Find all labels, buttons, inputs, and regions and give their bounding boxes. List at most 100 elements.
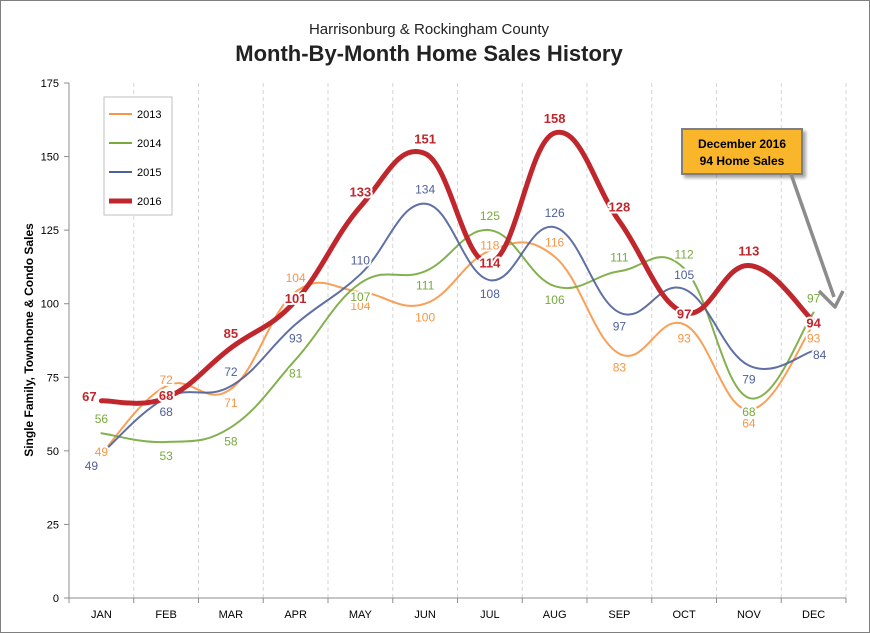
- data-label-2016: 85: [224, 326, 238, 341]
- data-label-halo: 49: [95, 445, 109, 459]
- legend-label-2013: 2013: [137, 109, 161, 121]
- x-tick-label: DEC: [802, 609, 825, 621]
- data-label-2016: 128: [609, 199, 631, 214]
- data-label-halo: 93: [289, 331, 303, 345]
- data-label-halo: 108: [480, 287, 500, 301]
- data-label-2016: 101: [285, 291, 307, 306]
- data-label-halo: 53: [159, 449, 173, 463]
- data-label-halo: 79: [742, 373, 756, 387]
- data-label-halo: 56: [95, 412, 109, 426]
- x-tick-label: AUG: [543, 609, 567, 621]
- data-label-halo: 72: [224, 365, 238, 379]
- data-label-2015: 68: [159, 405, 173, 419]
- data-label-2013: 118: [480, 239, 499, 253]
- data-label-halo: 128: [609, 199, 631, 214]
- x-tick-label: APR: [284, 609, 307, 621]
- data-label-2013: 49: [95, 445, 109, 459]
- legend: 2013 2014 2015 2016: [103, 96, 173, 216]
- data-label-halo: 85: [224, 326, 238, 341]
- data-label-halo: 68: [159, 405, 173, 419]
- data-label-2013: 104: [286, 271, 306, 285]
- data-label-halo: 116: [545, 236, 564, 250]
- data-label-halo: 113: [738, 243, 759, 258]
- y-tick-label: 125: [41, 225, 59, 237]
- y-tick-label: 75: [47, 372, 59, 384]
- data-label-2015: 105: [674, 268, 694, 282]
- data-label-2014: 53: [159, 449, 173, 463]
- data-label-halo: 134: [415, 183, 435, 197]
- data-label-2014: 68: [742, 405, 756, 419]
- y-tick-label: 100: [41, 299, 59, 311]
- x-tick-label: FEB: [155, 609, 176, 621]
- callout-box: [681, 128, 803, 175]
- data-label-2016: 151: [414, 132, 436, 147]
- series-lines: [98, 129, 817, 455]
- data-label-halo: 97: [613, 320, 627, 334]
- data-label-2015: 79: [742, 373, 756, 387]
- data-label-halo: 107: [350, 290, 370, 304]
- data-label-halo: 68: [742, 405, 756, 419]
- data-label-2013: 100: [415, 311, 435, 325]
- data-label-halo: 64: [742, 417, 756, 431]
- data-label-2014: 81: [289, 367, 303, 381]
- data-label-halo: 68: [159, 388, 173, 403]
- data-label-halo: 93: [807, 331, 821, 345]
- data-label-halo: 67: [82, 389, 96, 404]
- data-label-halo: 106: [545, 293, 565, 307]
- chart-title: Month-By-Month Home Sales History: [235, 41, 623, 66]
- callout-arrow: [789, 173, 836, 298]
- series-line-2013: [100, 241, 815, 455]
- data-label-halo: 110: [351, 253, 370, 267]
- data-label-halo: 93: [677, 331, 691, 345]
- data-label-2014: 112: [675, 247, 694, 261]
- x-tick-label: NOV: [737, 609, 762, 621]
- data-label-2016: 68: [159, 388, 173, 403]
- data-label-2013: 83: [613, 361, 627, 375]
- data-label-halo: 126: [545, 206, 565, 220]
- axes: 0 25 50 75 100 125 150 175 JAN FEB MAR APR MAY JUN JUL…: [41, 78, 847, 621]
- data-label-2014: 111: [610, 250, 629, 264]
- legend-label-2016: 2016: [137, 196, 161, 208]
- data-label-2014: 106: [545, 293, 565, 307]
- series-line-2016: [98, 129, 817, 406]
- x-tick-label: JAN: [91, 609, 112, 621]
- data-label-2015: 134: [415, 183, 435, 197]
- data-label-2016: 158: [544, 111, 566, 126]
- callout-line-2: 94 Home Sales: [700, 154, 785, 168]
- series-line-2014: [100, 229, 815, 444]
- data-label-2013: 104: [350, 299, 370, 313]
- data-label-halo: 114: [479, 256, 501, 271]
- data-label-halo: 118: [480, 239, 499, 253]
- data-label-halo: 158: [544, 111, 566, 126]
- data-label-halo: 112: [675, 247, 694, 261]
- callout-arrow-head: [817, 289, 845, 309]
- x-tick-label: OCT: [673, 609, 697, 621]
- data-label-halo: 83: [613, 361, 627, 375]
- data-label-halo: 111: [610, 250, 629, 264]
- data-label-2015: 108: [480, 287, 500, 301]
- data-label-2016: 67: [82, 389, 96, 404]
- chart-subtitle: Harrisonburg & Rockingham County: [309, 21, 550, 38]
- data-label-halo: 104: [286, 271, 306, 285]
- data-label-2015: 126: [545, 206, 565, 220]
- data-label-halo: 111: [416, 278, 435, 292]
- data-label-halo: 97: [807, 292, 821, 306]
- data-label-halo: 58: [224, 434, 238, 448]
- y-tick-label: 50: [47, 446, 59, 458]
- data-label-2014: 125: [480, 209, 500, 223]
- data-label-2013: 71: [224, 396, 238, 410]
- data-label-2015: 93: [289, 331, 303, 345]
- y-tick-label: 175: [41, 78, 59, 90]
- data-label-2014: 107: [350, 290, 370, 304]
- data-label-halo: 101: [285, 291, 307, 306]
- data-label-2014: 111: [416, 278, 435, 292]
- y-tick-label: 150: [41, 152, 59, 164]
- legend-label-2015: 2015: [137, 167, 161, 179]
- data-label-2015: 97: [613, 320, 627, 334]
- data-label-halo: 105: [674, 268, 694, 282]
- data-label-2014: 56: [95, 412, 109, 426]
- data-label-2014: 97: [807, 292, 821, 306]
- data-label-2016: 133: [350, 185, 372, 200]
- data-label-2014: 58: [224, 434, 238, 448]
